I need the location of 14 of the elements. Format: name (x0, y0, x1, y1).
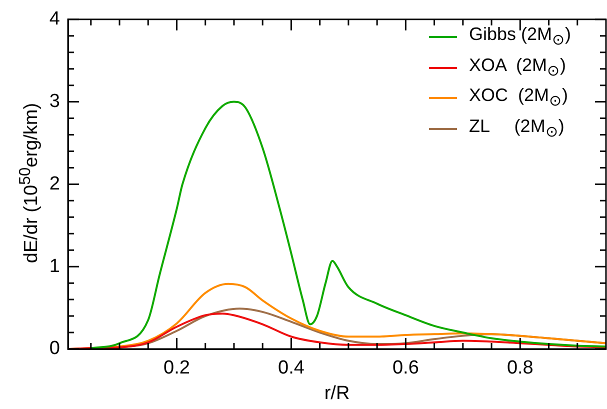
x-tick-label: 0.4 (278, 358, 305, 379)
y-tick-label: 2 (49, 173, 60, 194)
legend-label: Gibbs (2M$_{⊙}$) (468, 23, 571, 51)
y-tick-label: 3 (49, 91, 60, 112)
x-tick-label: 0.8 (506, 358, 534, 379)
legend-label: XOC (2M$_{⊙}$) (468, 84, 568, 112)
x-axis-title: r/R (324, 382, 350, 404)
y-tick-label: 1 (49, 256, 60, 277)
x-tick-label: 0.6 (392, 358, 419, 379)
legend-label: ZL (2M$_{⊙}$) (468, 114, 564, 142)
y-tick-label: 4 (49, 8, 60, 30)
y-tick-label: 0 (49, 338, 60, 360)
legend-label: XOA (2M$_{⊙}$) (468, 54, 566, 82)
x-tick-label: 0.2 (164, 358, 190, 379)
